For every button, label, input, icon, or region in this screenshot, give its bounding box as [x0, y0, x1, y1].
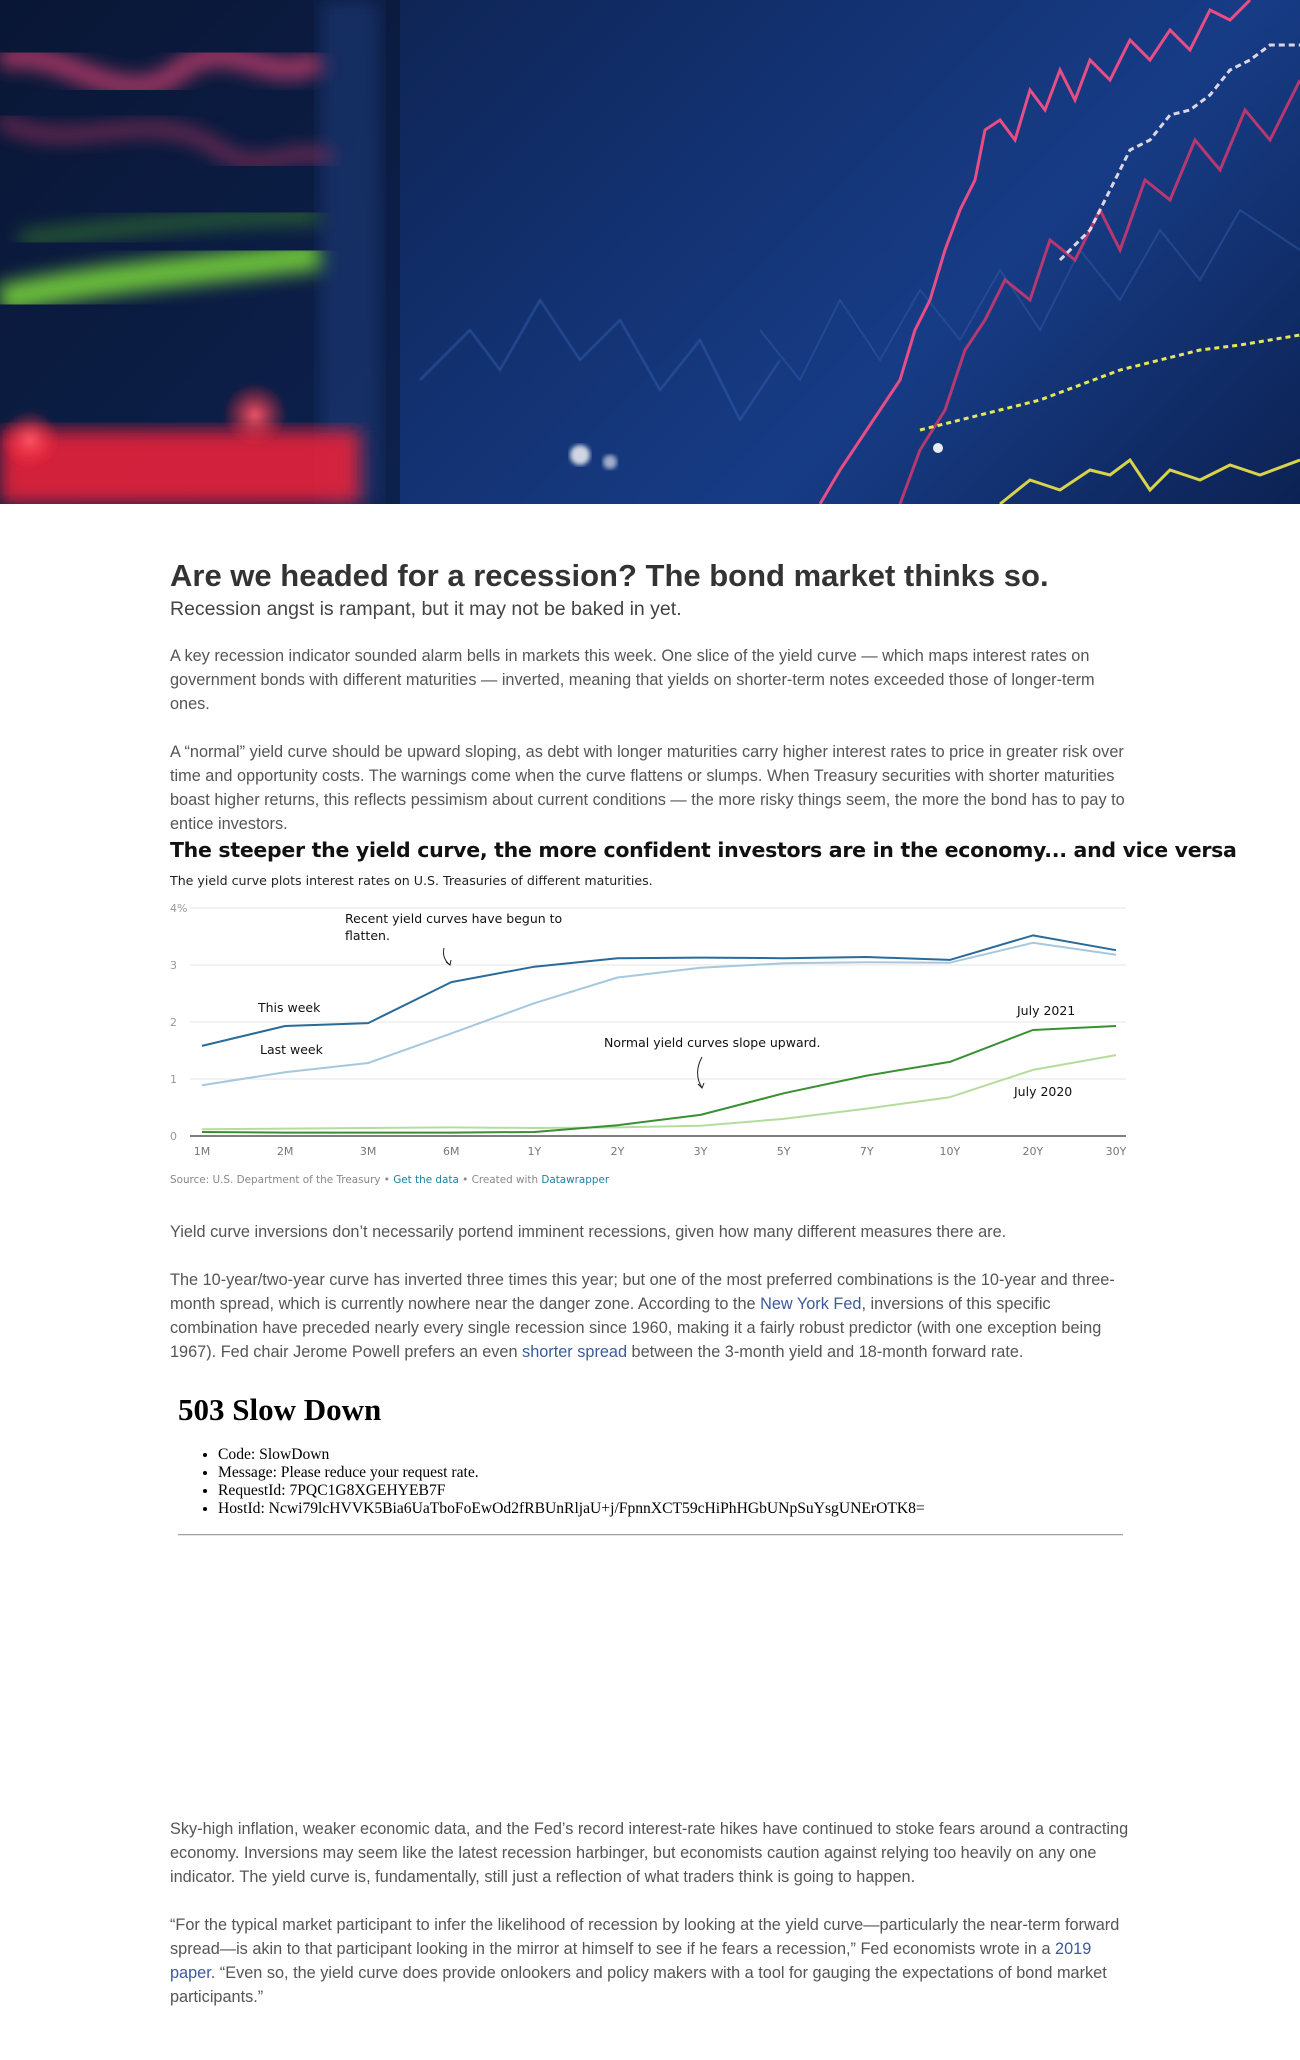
y-tick-label: 4%	[170, 902, 187, 915]
error-embed: 503 Slow Down Code: SlowDown Message: Pl…	[178, 1390, 1123, 1536]
x-tick-label: 5Y	[777, 1145, 791, 1158]
y-tick-label: 0	[170, 1130, 177, 1143]
paragraph-3: Yield curve inversions don’t necessarily…	[170, 1223, 1007, 1241]
error-detail-item: Message: Please reduce your request rate…	[218, 1464, 1123, 1482]
label-this-week: This week	[257, 1000, 321, 1015]
shorter-spread-link[interactable]: shorter spread	[522, 1343, 628, 1361]
article: Are we headed for a recession? The bond …	[170, 556, 1130, 836]
source-mid: • Created with	[458, 1174, 542, 1186]
headline: Are we headed for a recession? The bond …	[170, 558, 1049, 593]
series-line-last-week	[201, 941, 1117, 1087]
dek: Recession angst is rampant, but it may n…	[170, 598, 682, 620]
stock-chart-photo-icon	[0, 0, 1300, 504]
arrowhead-flatten-icon	[445, 959, 452, 966]
x-tick-label: 10Y	[939, 1145, 960, 1158]
y-tick-label: 1	[170, 1073, 177, 1086]
paragraph-4-text-3: between the 3-month yield and 18-month f…	[627, 1343, 1024, 1361]
get-the-data-link[interactable]: Get the data	[393, 1174, 459, 1186]
chart-title: The steeper the yield curve, the more co…	[170, 838, 1237, 862]
annotation-arrows	[443, 947, 705, 1089]
arrow-normal-icon	[697, 1056, 703, 1089]
annotation-flatten-line2: flatten.	[345, 928, 390, 943]
2019-paper-link[interactable]: 2019 paper	[170, 1940, 1092, 1982]
series-line-this-week	[201, 934, 1117, 1047]
paragraph-6-text-2: . “Even so, the yield curve does provide…	[170, 1964, 1107, 2006]
x-tick-label: 1M	[194, 1145, 211, 1158]
source-prefix: Source: U.S. Department of the Treasury …	[170, 1174, 394, 1186]
paragraph-4-text-2: , inversions of this specific combinatio…	[170, 1295, 1102, 1361]
chart-subtitle: The yield curve plots interest rates on …	[170, 873, 653, 888]
annotation-flatten-line1: Recent yield curves have begun to	[345, 911, 562, 926]
series-line-july-2020	[201, 1054, 1117, 1131]
yield-curve-chart: 0 1 2 3 4% 1M 2M 3M 6M 1Y 2Y 3Y 5Y 7Y 10Y 20Y 30Y This …	[170, 902, 1127, 1158]
chart-x-axis: 1M 2M 3M 6M 1Y 2Y 3Y 5Y 7Y 10Y 20Y 30Y	[194, 1145, 1127, 1158]
paragraph-6-text-1: “For the typical market participant to i…	[170, 1916, 1120, 1958]
paragraph-1: A key recession indicator sounded alarm …	[170, 647, 1095, 713]
error-detail-item: HostId: Ncwi79lcHVVK5Bia6UaTboFoEwOd2fRB…	[218, 1500, 1123, 1518]
error-detail-item: Code: SlowDown	[218, 1446, 1123, 1464]
chart-grid: 0 1 2 3 4%	[170, 902, 1126, 1143]
y-tick-label: 3	[170, 959, 177, 972]
new-york-fed-link[interactable]: New York Fed	[760, 1295, 862, 1313]
error-detail-item: RequestId: 7PQC1G8XGEHYEB7F	[218, 1482, 1123, 1500]
label-july-2020: July 2020	[1013, 1084, 1072, 1099]
paragraph-5: Sky-high inflation, weaker economic data…	[170, 1820, 1129, 1886]
chart-series-layer	[201, 934, 1117, 1134]
annotation-normal: Normal yield curves slope upward.	[604, 1035, 820, 1050]
chart-source: Source: U.S. Department of the Treasury …	[170, 1174, 609, 1186]
arrowhead-normal-icon	[697, 1082, 705, 1089]
hero-image	[0, 0, 1300, 504]
x-tick-label: 20Y	[1023, 1145, 1044, 1158]
x-tick-label: 30Y	[1106, 1145, 1127, 1158]
x-tick-label: 2M	[277, 1145, 294, 1158]
chart-labels: This week Last week July 2021 July 2020 …	[257, 911, 1075, 1099]
article-continued: Yield curve inversions don’t necessarily…	[170, 1220, 1130, 1364]
paragraph-6: “For the typical market participant to i…	[170, 1913, 1130, 2009]
x-tick-label: 7Y	[860, 1145, 874, 1158]
x-tick-label: 2Y	[611, 1145, 625, 1158]
article-closing: Sky-high inflation, weaker economic data…	[170, 1817, 1130, 2009]
x-tick-label: 3M	[360, 1145, 377, 1158]
paragraph-4: The 10-year/two-year curve has inverted …	[170, 1268, 1130, 1364]
x-tick-label: 6M	[443, 1145, 460, 1158]
label-last-week: Last week	[260, 1042, 324, 1057]
paragraph-4-text-1: The 10-year/two-year curve has inverted …	[170, 1271, 1115, 1313]
paragraph-2: A “normal” yield curve should be upward …	[170, 743, 1125, 833]
series-line-july-2021	[201, 1025, 1117, 1134]
x-tick-label: 1Y	[528, 1145, 542, 1158]
error-divider	[178, 1534, 1123, 1536]
datawrapper-link[interactable]: Datawrapper	[541, 1174, 610, 1186]
error-details-list: Code: SlowDown Message: Please reduce yo…	[178, 1446, 1123, 1518]
error-title: 503 Slow Down	[178, 1392, 382, 1427]
label-july-2021: July 2021	[1016, 1003, 1075, 1018]
x-tick-label: 3Y	[694, 1145, 708, 1158]
y-tick-label: 2	[170, 1016, 177, 1029]
